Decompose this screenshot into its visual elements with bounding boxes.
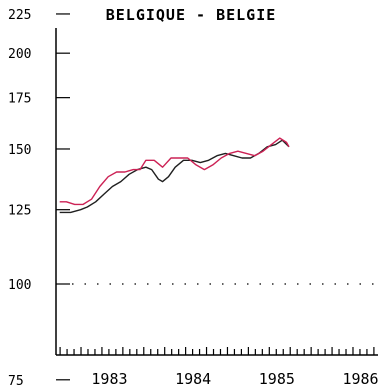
x-tick-label: 1985 <box>259 370 295 388</box>
y-tick-label: 200 <box>8 47 31 62</box>
series-line-2 <box>59 137 290 206</box>
x-tick-label: 1986 <box>342 370 378 388</box>
y-tick-label: 125 <box>8 204 31 219</box>
labels: 751001251501752002252501983198419851986 <box>8 8 379 389</box>
series-line-1 <box>59 139 290 214</box>
y-tick-label: 225 <box>8 8 31 23</box>
y-tick-label: 150 <box>8 143 31 158</box>
y-tick-label: 75 <box>8 374 24 389</box>
y-tick-label: 175 <box>8 92 31 107</box>
x-tick-label: 1984 <box>175 370 211 388</box>
x-tick-label: 1983 <box>91 370 127 388</box>
y-tick-label: 100 <box>8 278 31 293</box>
chart-title: BELGIQUE - BELGIE <box>105 6 277 24</box>
series-group <box>59 137 290 214</box>
axes <box>55 13 378 381</box>
